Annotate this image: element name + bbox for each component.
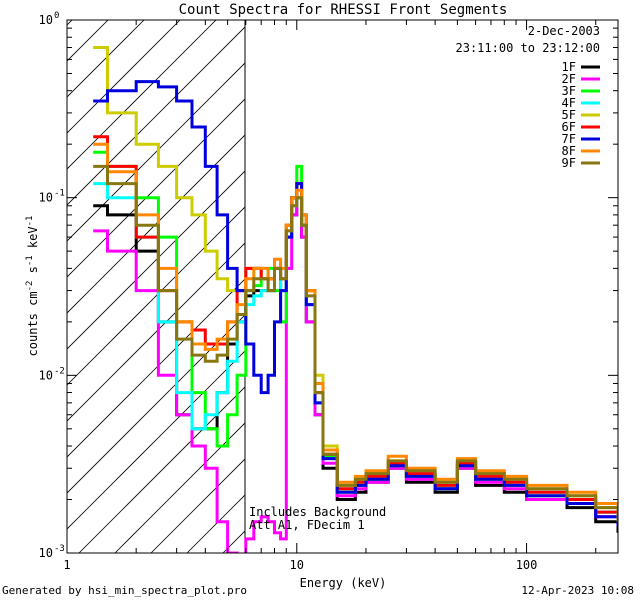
hatch-line	[67, 98, 245, 278]
y-tick-exponent: 0	[54, 11, 59, 21]
hatch-line	[67, 242, 245, 422]
hatch-line	[67, 20, 109, 62]
y-tick-exponent: -3	[54, 544, 65, 554]
hatch-line	[67, 350, 245, 530]
hatch-line	[67, 170, 245, 350]
y-axis-label: counts cm-2 s-1 keV-1	[25, 216, 40, 357]
chart-title: Count Spectra for RHESSI Front Segments	[179, 2, 508, 18]
y-tick-label: 10	[39, 191, 53, 205]
background-note: Includes Background	[249, 505, 386, 519]
legend-label-7F: 7F	[562, 132, 576, 146]
legend-label-4F: 4F	[562, 96, 576, 110]
x-tick-label: 1	[63, 558, 70, 572]
y-tick-label: 10	[39, 368, 53, 382]
hatch-line	[0, 0, 103, 553]
generated-by-label: Generated by hsi_min_spectra_plot.pro	[2, 584, 248, 597]
attenuator-hatch-region	[0, 0, 640, 553]
legend-label-8F: 8F	[562, 144, 576, 158]
x-tick-label: 100	[516, 558, 538, 572]
timestamp-label: 12-Apr-2023 10:08	[521, 584, 634, 597]
hatch-line	[67, 26, 245, 206]
series-line-6F	[93, 135, 618, 522]
plot-frame	[66, 19, 619, 554]
series-line-9F	[93, 164, 618, 522]
legend-label-3F: 3F	[562, 84, 576, 98]
attenuator-note: Att A1, FDecim 1	[249, 518, 365, 532]
y-tick-label: 10	[39, 546, 53, 560]
hatch-line	[67, 278, 245, 458]
series-line-4F	[93, 182, 618, 522]
y-tick-exponent: -2	[54, 366, 65, 376]
legend-label-1F: 1F	[562, 60, 576, 74]
x-axis: 1 10 100	[63, 20, 597, 572]
time-range-label: 23:11:00 to 23:12:00	[456, 41, 601, 55]
series-line-2F	[93, 196, 618, 553]
hatch-line	[67, 20, 145, 98]
hatch-line	[67, 20, 73, 26]
legend-label-6F: 6F	[562, 120, 576, 134]
legend-label-5F: 5F	[562, 108, 576, 122]
hatch-line	[78, 386, 245, 553]
y-tick-exponent: -1	[54, 189, 65, 199]
hatch-line	[67, 20, 217, 170]
x-axis-label: Energy (keV)	[300, 576, 387, 590]
hatch-line	[67, 314, 245, 494]
hatch-line	[67, 134, 245, 314]
hatch-line	[67, 206, 245, 386]
series-line-5F	[93, 46, 618, 517]
date-label: 2-Dec-2003	[528, 24, 600, 38]
x-tick-label: 10	[290, 558, 304, 572]
hatch-line	[114, 422, 245, 553]
y-tick-label: 10	[39, 13, 53, 27]
hatch-line	[259, 0, 640, 553]
hatch-line	[67, 20, 181, 134]
legend-label-9F: 9F	[562, 156, 576, 170]
legend-label-2F: 2F	[562, 72, 576, 86]
series-line-8F	[93, 142, 618, 517]
